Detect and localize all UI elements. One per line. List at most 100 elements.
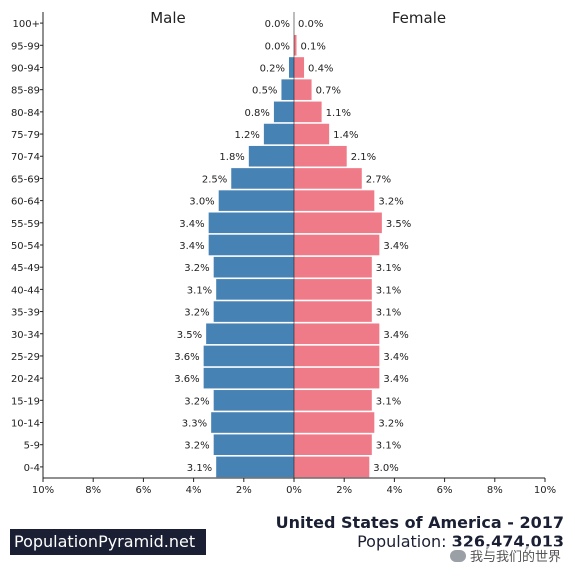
bar-female-80-84 — [294, 101, 322, 123]
bar-female-30-34 — [294, 323, 380, 345]
age-tick-label: 95-99 — [11, 41, 40, 52]
label-female-95-99: 0.1% — [301, 41, 326, 52]
bar-female-50-54 — [294, 234, 380, 256]
label-female-35-39: 3.1% — [376, 308, 401, 319]
age-tick-label: 5-9 — [24, 441, 40, 452]
bar-male-10-14 — [211, 412, 294, 433]
bar-male-80-84 — [273, 101, 294, 123]
age-tick-label: 80-84 — [11, 108, 40, 119]
label-female-10-14: 3.2% — [378, 419, 403, 430]
bar-female-75-79 — [294, 123, 330, 145]
label-male-15-19: 3.2% — [184, 396, 209, 407]
bar-male-85-89 — [281, 79, 294, 100]
age-tick-label: 30-34 — [11, 330, 40, 341]
bar-female-5-9 — [294, 434, 372, 456]
label-female-80-84: 1.1% — [326, 108, 351, 119]
x-tick-label: 8% — [85, 485, 101, 496]
bar-male-55-59 — [208, 212, 294, 234]
bar-female-60-64 — [294, 190, 375, 211]
bar-male-0-4 — [216, 456, 294, 478]
country-year-title: United States of America - 2017 — [275, 513, 564, 532]
bar-male-75-79 — [263, 123, 294, 145]
label-male-40-44: 3.1% — [187, 285, 212, 296]
age-tick-label: 60-64 — [11, 197, 40, 208]
bar-male-60-64 — [218, 190, 294, 211]
bar-female-55-59 — [294, 212, 382, 234]
bar-female-70-74 — [294, 145, 347, 167]
bar-male-35-39 — [213, 301, 294, 322]
bar-male-25-29 — [203, 345, 294, 367]
watermark: 我与我们的世界 — [449, 546, 561, 565]
male-bars — [203, 57, 294, 478]
male-heading: Male — [150, 9, 186, 27]
x-tick-label: 10% — [534, 485, 556, 496]
age-tick-label: 75-79 — [11, 130, 40, 141]
female-bars — [294, 34, 382, 478]
age-tick-label: 100+ — [13, 19, 40, 30]
label-male-5-9: 3.2% — [184, 441, 209, 452]
age-tick-label: 35-39 — [11, 308, 40, 319]
label-female-45-49: 3.1% — [376, 263, 401, 274]
label-male-50-54: 3.4% — [179, 241, 204, 252]
label-male-90-94: 0.2% — [260, 63, 285, 74]
bar-male-15-19 — [213, 390, 294, 411]
bar-female-20-24 — [294, 367, 380, 389]
bar-female-85-89 — [294, 79, 312, 100]
bar-male-65-69 — [231, 168, 294, 189]
bar-female-90-94 — [294, 57, 305, 78]
bar-female-0-4 — [294, 456, 370, 478]
label-male-35-39: 3.2% — [184, 308, 209, 319]
bar-male-20-24 — [203, 367, 294, 389]
brand-logo[interactable]: PopulationPyramid.net — [10, 529, 206, 555]
wechat-icon — [449, 549, 466, 562]
bar-male-45-49 — [213, 256, 294, 278]
x-tick-label: 2% — [336, 485, 352, 496]
age-tick-label: 55-59 — [11, 219, 40, 230]
population-label: Population: — [357, 532, 447, 551]
label-male-85-89: 0.5% — [252, 86, 277, 97]
label-male-20-24: 3.6% — [174, 374, 199, 385]
x-tick-label: 0% — [286, 485, 302, 496]
label-female-20-24: 3.4% — [383, 374, 408, 385]
label-male-100+: 0.0% — [265, 19, 290, 30]
label-female-55-59: 3.5% — [386, 219, 411, 230]
label-female-5-9: 3.1% — [376, 441, 401, 452]
female-heading: Female — [392, 9, 446, 27]
bar-male-40-44 — [216, 279, 294, 300]
label-male-65-69: 2.5% — [202, 174, 227, 185]
bar-female-65-69 — [294, 168, 362, 189]
age-tick-label: 85-89 — [11, 86, 40, 97]
label-female-15-19: 3.1% — [376, 396, 401, 407]
label-female-0-4: 3.0% — [373, 463, 398, 474]
age-tick-label: 90-94 — [11, 63, 40, 74]
age-tick-label: 65-69 — [11, 174, 40, 185]
label-female-65-69: 2.7% — [366, 174, 391, 185]
label-male-60-64: 3.0% — [189, 197, 214, 208]
label-female-90-94: 0.4% — [308, 63, 333, 74]
age-tick-label: 15-19 — [11, 396, 40, 407]
age-tick-label: 45-49 — [11, 263, 40, 274]
bar-female-40-44 — [294, 279, 372, 300]
bar-male-70-74 — [248, 145, 294, 167]
axes: 0-4 5-9 10-14 15-19 20-24 25-29 30-34 35-39 40-4… — [11, 12, 556, 496]
x-tick-label: 2% — [236, 485, 252, 496]
bar-male-5-9 — [213, 434, 294, 456]
x-tick-label: 6% — [135, 485, 151, 496]
x-tick-label: 4% — [186, 485, 202, 496]
label-female-40-44: 3.1% — [376, 285, 401, 296]
bar-female-95-99 — [294, 34, 297, 56]
label-female-30-34: 3.4% — [383, 330, 408, 341]
age-tick-label: 0-4 — [24, 463, 40, 474]
label-male-95-99: 0.0% — [265, 41, 290, 52]
age-tick-label: 10-14 — [11, 419, 40, 430]
x-tick-label: 4% — [386, 485, 402, 496]
label-male-45-49: 3.2% — [184, 263, 209, 274]
label-female-75-79: 1.4% — [333, 130, 358, 141]
watermark-text: 我与我们的世界 — [469, 550, 561, 565]
population-pyramid-chart: 3.1% 3.0% 3.2% 3.1% 3.3% 3.2% 3.2% 3.1% 3.6% 3.4%… — [11, 9, 556, 496]
label-male-10-14: 3.3% — [182, 419, 207, 430]
bar-female-45-49 — [294, 256, 372, 278]
x-tick-label: 8% — [487, 485, 503, 496]
age-tick-label: 40-44 — [11, 285, 40, 296]
age-tick-label: 20-24 — [11, 374, 40, 385]
